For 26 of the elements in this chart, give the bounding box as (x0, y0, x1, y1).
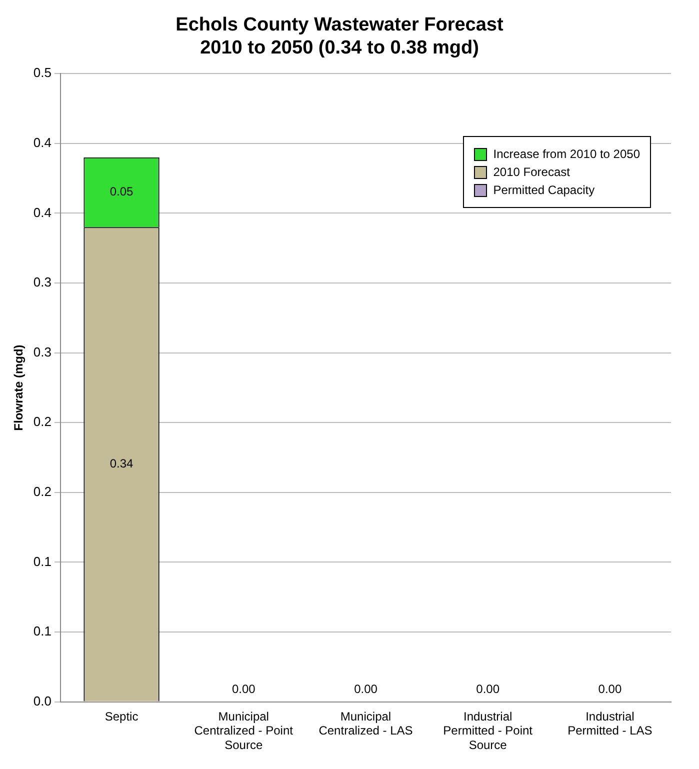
y-tick-label: 0.5 (33, 65, 52, 80)
chart-title: Echols County Wastewater Forecast 2010 to 2050 (0.34 to 0.38 mgd) (176, 14, 504, 58)
data-label: 0.00 (598, 682, 622, 696)
y-tick-label: 0.3 (33, 274, 52, 290)
data-label: 0.05 (110, 184, 134, 199)
data-label: 0.00 (232, 682, 256, 696)
x-tick-label: Industrial Permitted - Point Source (443, 709, 534, 752)
data-label: 0.00 (476, 682, 500, 696)
y-tick-label: 0.2 (33, 414, 52, 430)
y-tick-label: 0.3 (33, 344, 52, 360)
data-label: 0.34 (110, 456, 134, 471)
y-tick-label: 0.4 (33, 204, 52, 220)
x-tick-label: Industrial Permitted - LAS (568, 709, 652, 738)
y-tick-label: 0.1 (33, 554, 52, 569)
x-tick-label: Municipal Centralized - Point Source (194, 709, 294, 752)
legend-label: Permitted Capacity (493, 183, 595, 197)
y-tick-label: 0.0 (33, 693, 52, 708)
y-tick-label: 0.1 (33, 624, 52, 639)
y-tick-label: 0.4 (33, 134, 52, 150)
legend-label: Increase from 2010 to 2050 (493, 147, 640, 161)
data-label: 0.00 (354, 682, 378, 696)
y-tick-label: 0.2 (33, 484, 52, 499)
y-axis-title: Flowrate (mgd) (12, 344, 26, 431)
x-tick-label: Septic (104, 709, 138, 724)
legend-label: 2010 Forecast (493, 165, 570, 179)
x-tick-label: Municipal Centralized - LAS (318, 709, 413, 738)
